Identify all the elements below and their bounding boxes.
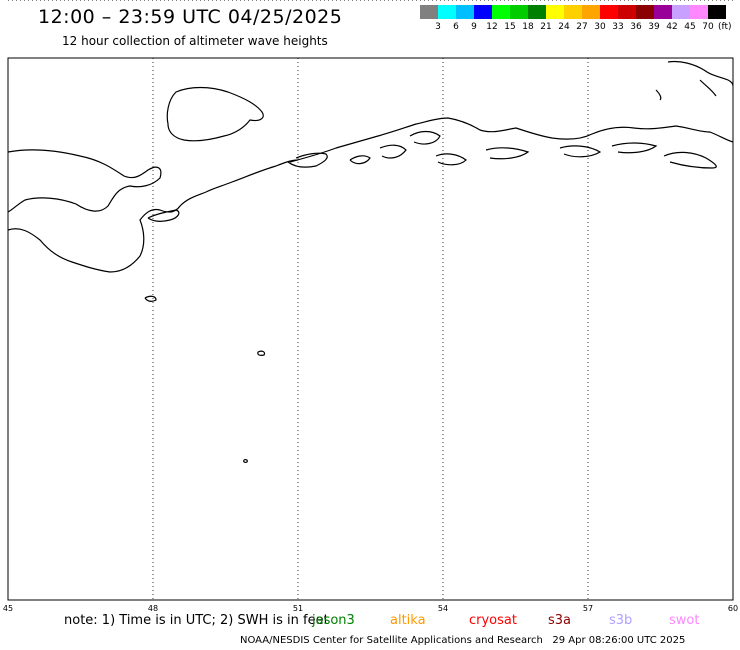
color-tick-label: 24 — [558, 22, 570, 32]
color-swatch — [528, 5, 546, 19]
longitude-label: 60 — [728, 604, 738, 613]
pass-time-label: 1543 — [593, 0, 624, 3]
color-swatch — [492, 5, 510, 19]
color-tick-label: 33 — [612, 22, 624, 32]
longitude-label: 54 — [438, 604, 448, 613]
pass-time-label: 1544 — [520, 0, 551, 3]
timestamp-text: 29 Apr 08:26:00 UTC 2025 — [552, 635, 686, 646]
color-tick-label: 18 — [522, 22, 534, 32]
wave-height-label: 3.59 — [540, 0, 562, 3]
color-swatch — [672, 5, 690, 19]
color-tick-label: 70 — [702, 22, 714, 32]
color-swatch — [618, 5, 636, 19]
longitude-label: 48 — [148, 604, 158, 613]
wave-height-label: 4.47 — [66, 0, 88, 3]
wave-height-label: 4.77 — [81, 0, 103, 3]
color-swatch — [636, 5, 654, 19]
color-tick-label: 3 — [435, 22, 441, 32]
latitude-label: 70 — [2, 0, 12, 1]
latitude-label: 64 — [2, 0, 12, 1]
unit-label: (ft) — [718, 22, 732, 32]
color-tick-label: 39 — [648, 22, 660, 32]
color-tick-label: 42 — [666, 22, 678, 32]
satellite-altika: altika — [390, 613, 426, 628]
wave-height-label: 5.52 — [110, 0, 132, 3]
color-swatch — [564, 5, 582, 19]
color-swatch — [582, 5, 600, 19]
color-tick-label: 9 — [471, 22, 477, 32]
wave-height-label: 4.07 — [554, 0, 576, 3]
pass-time-label: 1717 — [114, 0, 145, 3]
credit-text: NOAA/NESDIS Center for Satellite Applica… — [240, 635, 543, 646]
color-swatch — [546, 5, 564, 19]
latitude-label: 62 — [2, 0, 12, 1]
satellite-swot: swot — [669, 613, 700, 628]
longitude-label: 45 — [3, 604, 13, 613]
latitude-label: 68 — [2, 0, 12, 1]
wave-height-label: 3.28 — [484, 0, 506, 3]
color-swatch — [708, 5, 726, 19]
pass-time-label: 1716 — [189, 0, 220, 3]
color-swatch — [690, 5, 708, 19]
map-subtitle: 12 hour collection of altimeter wave hei… — [62, 34, 328, 48]
satellite-cryosat: cryosat — [469, 613, 517, 628]
wave-height-label: 3.07 — [168, 0, 190, 3]
color-swatch — [600, 5, 618, 19]
color-tick-label: 15 — [504, 22, 516, 32]
latitude-label: 66 — [2, 0, 12, 1]
satellite-s3a: s3a — [548, 613, 572, 628]
wave-height-label: 5.49 — [134, 0, 156, 3]
longitude-label: 51 — [293, 604, 303, 613]
grid-lines — [7, 0, 734, 600]
wave-height-observations: 4.474.775.3917175.525.555.605.493.402.73… — [66, 0, 623, 3]
wave-height-label: 3.85 — [564, 0, 586, 3]
map-frame — [7, 57, 734, 601]
footnote: note: 1) Time is in UTC; 2) SWH is in fe… — [64, 613, 329, 628]
color-tick-label: 27 — [576, 22, 588, 32]
color-tick-label: 12 — [486, 22, 498, 32]
wave-height-label: 5.60 — [126, 0, 148, 3]
color-tick-label: 21 — [540, 22, 552, 32]
color-swatch — [456, 5, 474, 19]
color-swatch — [420, 5, 438, 19]
wave-height-label: 5.39 — [95, 0, 117, 3]
satellite-s3b: s3b — [609, 613, 633, 628]
color-swatch — [510, 5, 528, 19]
longitude-labels: 45 48 51 54 57 60 — [3, 604, 738, 613]
wave-height-label: 5.55 — [114, 0, 136, 3]
color-tick-label: 36 — [630, 22, 642, 32]
latitude-label: 60 — [2, 0, 12, 1]
wave-height-label: 3.40 — [143, 0, 165, 3]
color-swatch — [474, 5, 492, 19]
latitude-labels: 706866646260 — [2, 0, 12, 1]
wave-height-label: 3.86 — [587, 0, 609, 3]
color-tick-label: 45 — [684, 22, 696, 32]
coastline — [7, 60, 734, 463]
satellite-jason3: jason3 — [312, 613, 355, 628]
wave-height-label: 2.73 — [153, 0, 175, 3]
color-swatch — [438, 5, 456, 19]
map-title: 12:00 – 23:59 UTC 04/25/2025 — [38, 6, 343, 28]
longitude-label: 57 — [583, 604, 593, 613]
color-tick-label: 30 — [594, 22, 606, 32]
footer-credit: NOAA/NESDIS Center for Satellite Applica… — [240, 635, 685, 646]
color-swatch — [654, 5, 672, 19]
wave-height-label: 3.70 — [576, 0, 598, 3]
color-tick-label: 6 — [453, 22, 459, 32]
